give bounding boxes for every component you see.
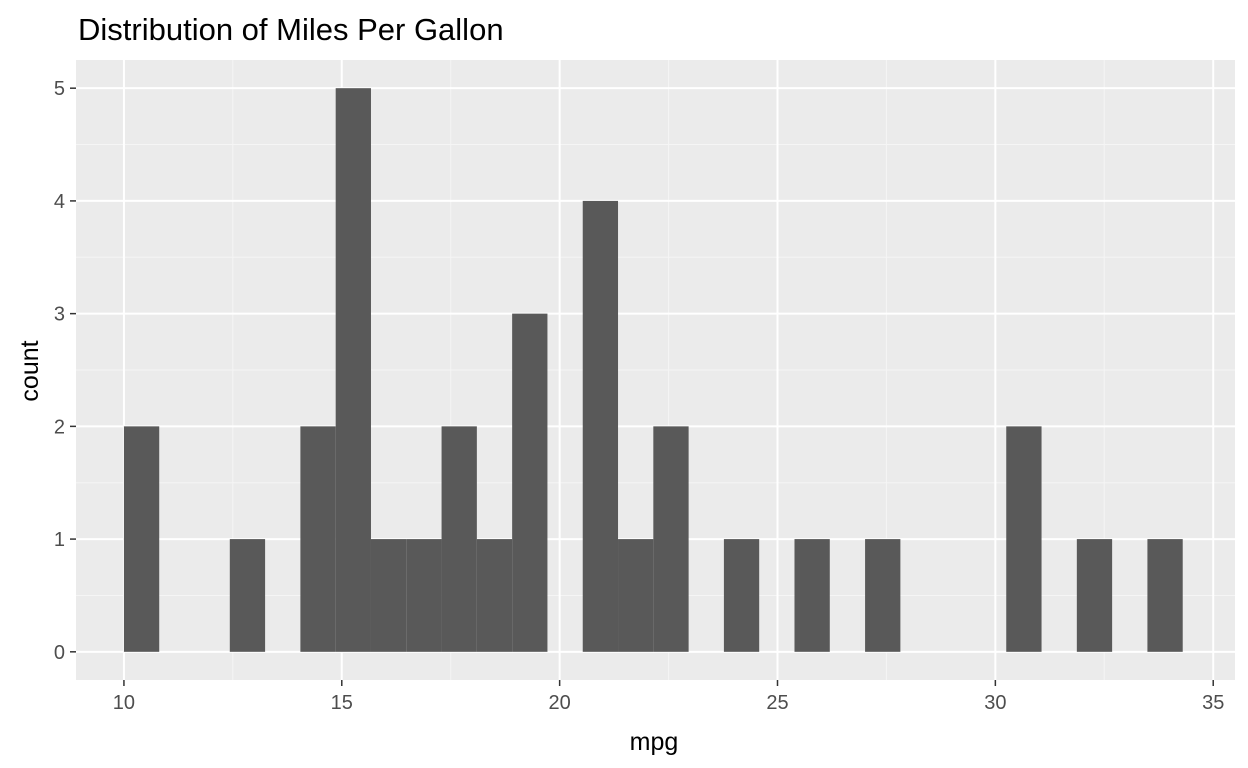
histogram-bar [229,539,266,652]
chart-title: Distribution of Miles Per Gallon [78,12,504,47]
y-tick-label: 0 [54,642,65,664]
histogram-bar [512,313,548,652]
x-tick-label: 15 [331,692,353,714]
x-tick-label: 10 [113,692,135,714]
histogram-bar [1006,426,1042,652]
histogram-bar [723,539,760,652]
histogram-bars [123,88,1183,652]
histogram-bar [476,539,513,652]
x-tick-label: 25 [766,692,788,714]
y-tick-label: 5 [54,78,65,100]
histogram-bar [300,426,336,652]
y-tick-label: 1 [54,529,65,551]
x-tick-label: 35 [1202,692,1224,714]
x-axis-title: mpg [630,728,679,756]
histogram-bar [441,426,477,652]
y-tick-label: 2 [54,416,65,438]
histogram-bar [865,539,901,652]
histogram-bar [370,539,407,652]
histogram-bar [335,88,371,652]
axes: 10 15 20 25 30 35 0 1 2 3 4 5 [54,78,1224,714]
histogram-bar [123,426,160,652]
histogram-bar [618,539,654,652]
x-tick-label: 20 [549,692,571,714]
histogram-bar [1147,539,1183,652]
y-tick-label: 4 [54,191,65,213]
histogram-bar [1076,539,1113,652]
histogram-bar [406,539,442,652]
histogram-bar [794,539,830,652]
histogram-bar [582,200,619,652]
y-axis-title: count [16,340,44,401]
x-tick-label: 30 [984,692,1006,714]
histogram-bar [653,426,689,652]
y-tick-label: 3 [54,304,65,326]
